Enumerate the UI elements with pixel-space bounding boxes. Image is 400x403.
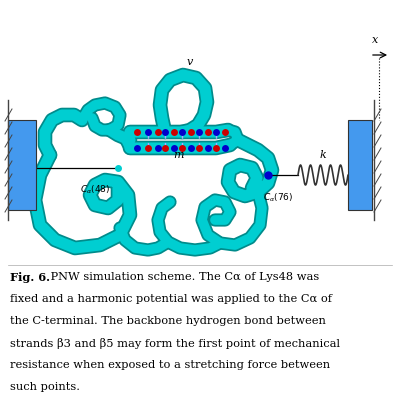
Text: v: v	[187, 57, 193, 67]
Bar	[8, 120, 36, 210]
Text: $C_\alpha(76)$: $C_\alpha(76)$	[263, 192, 293, 204]
Text: x: x	[372, 35, 378, 45]
Text: PNW simulation scheme. The Cα of Lys48 was: PNW simulation scheme. The Cα of Lys48 w…	[47, 272, 319, 282]
Text: resistance when exposed to a stretching force between: resistance when exposed to a stretching …	[10, 360, 330, 370]
Bar	[348, 120, 372, 210]
Text: strands β3 and β5 may form the first point of mechanical: strands β3 and β5 may form the first poi…	[10, 338, 340, 349]
Text: k: k	[320, 150, 326, 160]
Text: $C_\alpha(48)$: $C_\alpha(48)$	[80, 183, 110, 195]
Text: such points.: such points.	[10, 382, 80, 392]
Text: m: m	[173, 150, 183, 160]
Text: the C-terminal. The backbone hydrogen bond between: the C-terminal. The backbone hydrogen bo…	[10, 316, 326, 326]
Text: fixed and a harmonic potential was applied to the Cα of: fixed and a harmonic potential was appli…	[10, 294, 332, 304]
Text: Fig. 6.: Fig. 6.	[10, 272, 50, 283]
